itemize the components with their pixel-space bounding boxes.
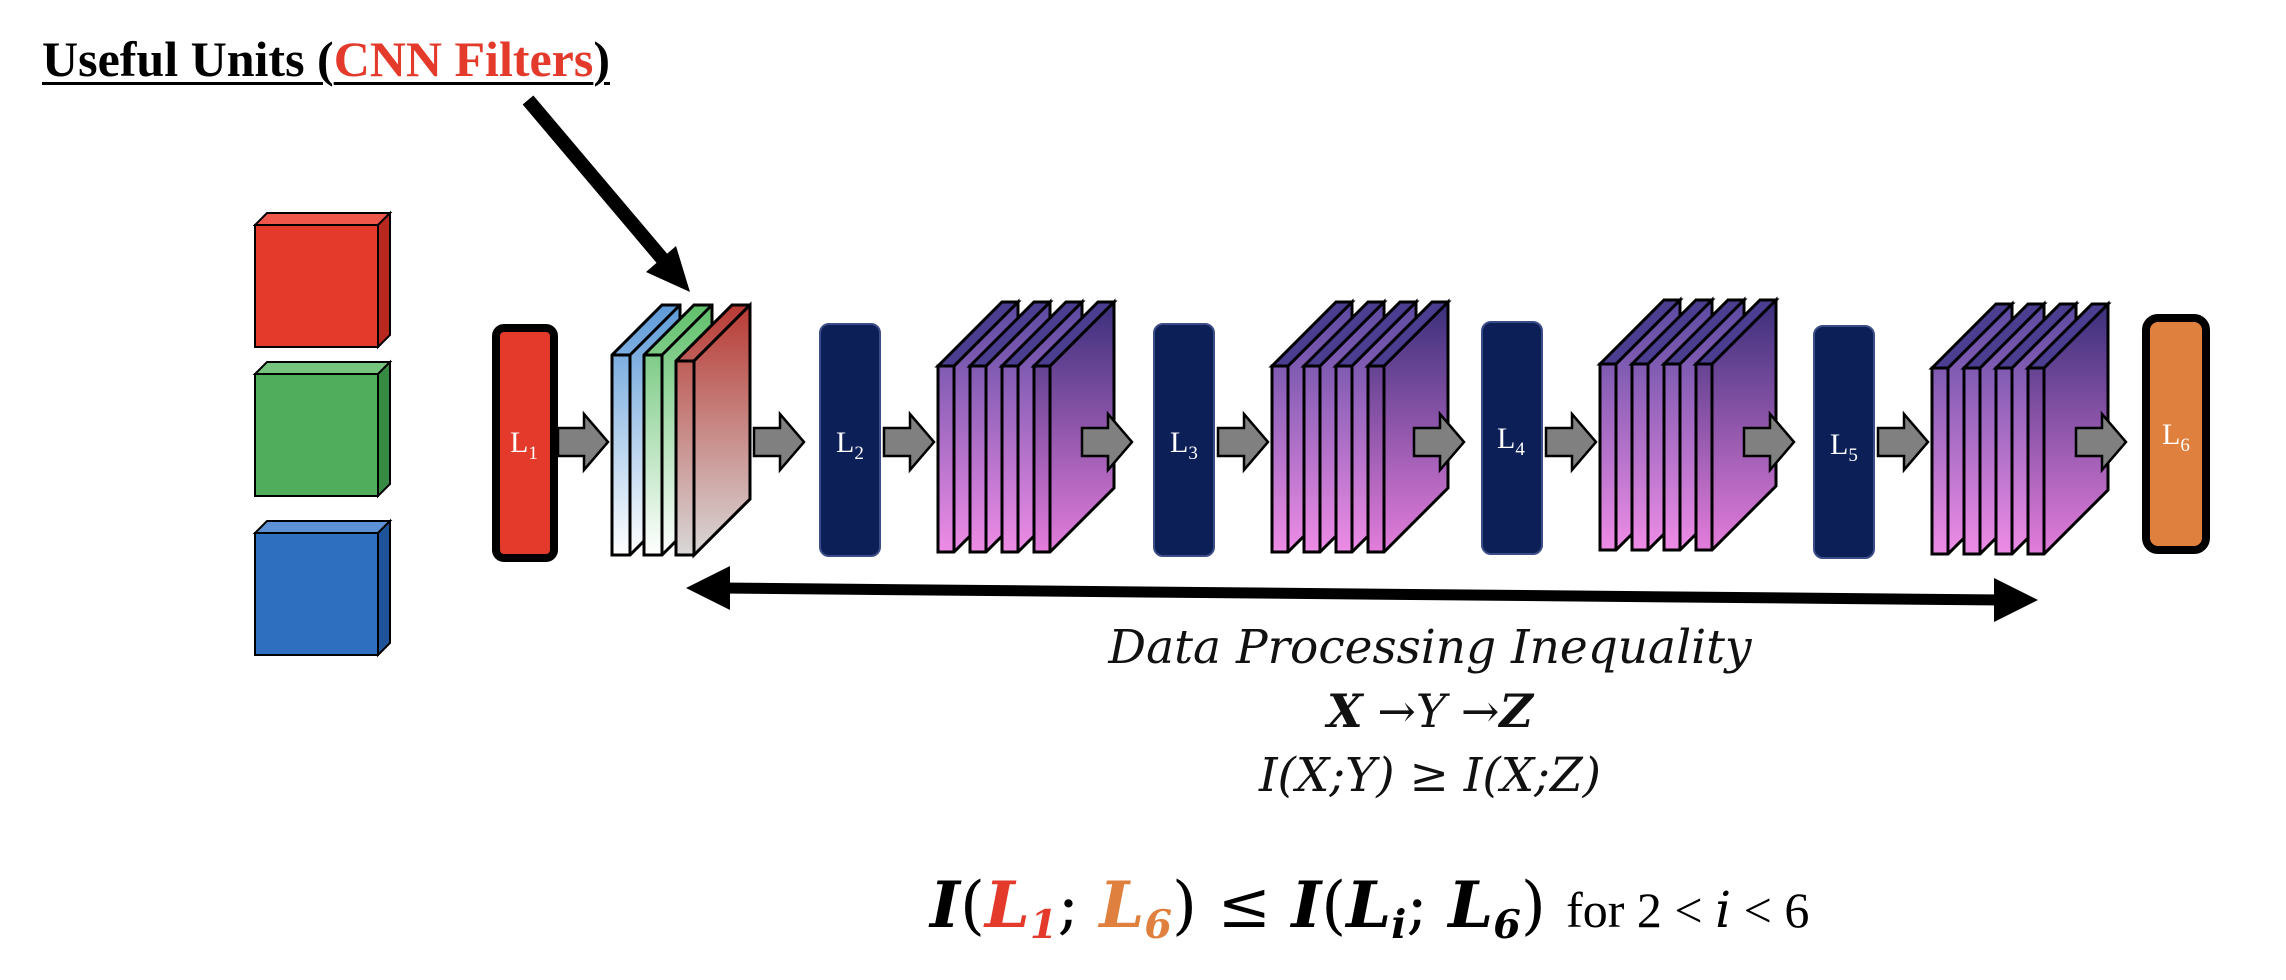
dpi-chain: X →Y →Z	[1000, 684, 1860, 738]
layer-L4: L4	[1481, 321, 1543, 555]
dpi-arrow-2: →	[1460, 684, 1500, 738]
layer-L5: L5	[1813, 325, 1875, 559]
title-useful-units: Useful Units (CNN Filters)	[42, 30, 610, 88]
eq-L6: L6	[1099, 868, 1173, 949]
feature-map-stacks	[934, 296, 2112, 556]
blue-channel-cube	[252, 518, 393, 658]
eq-range: for 2 < i < 6	[1566, 881, 1810, 939]
feature-map-stack-3	[1596, 296, 1780, 552]
red-channel-cube	[252, 210, 393, 350]
layer-L4-label: L4	[1497, 422, 1525, 460]
flow-arrow-2	[752, 410, 806, 474]
layer-L1: L1	[492, 324, 558, 562]
flow-arrow-9	[1876, 410, 1930, 474]
eq-close-2: )	[1520, 869, 1546, 943]
layer-L6-label: L6	[2162, 418, 2190, 456]
title-suffix: )	[593, 31, 610, 87]
flow-arrow-8	[1742, 410, 1796, 474]
mutual-information-equation: I(L1; L6) ≤ I(Li; L6) for 2 < i < 6	[930, 868, 1980, 948]
cnn-filter-stack	[610, 301, 752, 559]
feature-map-stack-2	[1268, 298, 1452, 554]
layer-L2-label: L2	[836, 426, 864, 464]
flow-arrow-3	[882, 410, 936, 474]
layer-L3-label: L3	[1170, 426, 1198, 464]
eq-open-1: (	[959, 869, 985, 943]
dpi-arrow-1: →	[1377, 684, 1416, 738]
green-channel-cube	[252, 359, 393, 499]
layer-L1-label: L1	[510, 426, 538, 464]
flow-arrow-7	[1544, 410, 1598, 474]
flow-arrow-10	[2074, 410, 2128, 474]
eq-close-1: )	[1172, 869, 1197, 943]
eq-sep-2: ;	[1406, 869, 1428, 943]
dpi-double-arrow	[686, 566, 2038, 622]
dpi-chain-x: X	[1326, 684, 1363, 738]
eq-sep-1: ;	[1057, 869, 1080, 943]
dpi-inequality: I(X;Y) ≥ I(X;Z)	[1258, 748, 1601, 803]
layer-L2: L2	[819, 323, 881, 557]
flow-arrows	[556, 410, 2128, 474]
feature-map-stack-1	[934, 298, 1118, 554]
flow-arrow-4	[1080, 410, 1134, 474]
feature-map-stack-4	[1928, 300, 2112, 556]
flow-arrow-5	[1216, 410, 1270, 474]
eq-I-2: I	[1291, 868, 1322, 943]
layer-L3: L3	[1153, 323, 1215, 557]
layer-L6: L6	[2142, 314, 2210, 554]
flow-arrow-6	[1412, 410, 1466, 474]
eq-L1: L1	[984, 868, 1058, 949]
flow-arrow-1	[556, 410, 610, 474]
pointer-arrow-shaft	[522, 95, 671, 267]
dpi-title: Data Processing Inequality	[1108, 620, 1752, 675]
pointer-arrow-head	[646, 246, 690, 292]
title-cnn-filters: CNN Filters	[333, 31, 594, 87]
eq-leq: ≤	[1217, 869, 1271, 943]
rgb-input-cubes	[252, 210, 393, 658]
eq-I-1: I	[930, 868, 960, 943]
dpi-chain-y: Y	[1415, 684, 1447, 738]
eq-Li: Li	[1346, 868, 1407, 949]
eq-open-2: (	[1321, 869, 1347, 943]
cnn-filter-red	[674, 301, 752, 559]
dpi-chain-z: Z	[1499, 684, 1533, 738]
eq-L6b: L6	[1448, 868, 1521, 949]
layer-L5-label: L5	[1830, 428, 1858, 466]
title-prefix: Useful Units (	[42, 31, 334, 87]
